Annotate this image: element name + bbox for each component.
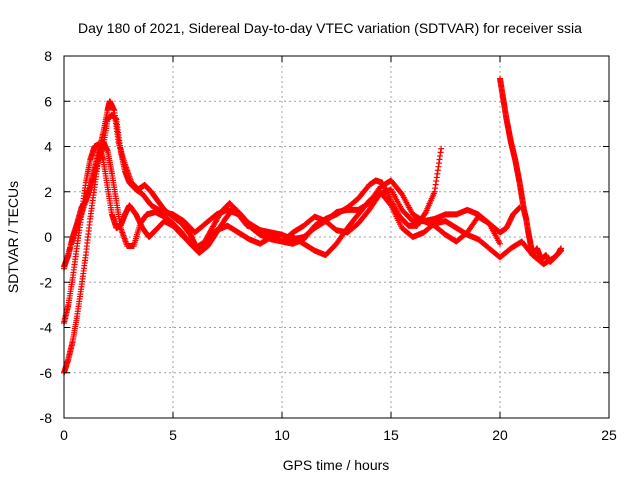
x-tick-label: 15 [383, 427, 399, 443]
y-tick-label: 0 [44, 229, 52, 245]
axis-ticks: 0 5 10 15 20 25 -8 -6 -4 -2 0 2 4 6 8 [40, 48, 617, 443]
y-tick-label: -2 [40, 274, 53, 290]
data-point [558, 245, 565, 252]
chart-title: Day 180 of 2021, Sidereal Day-to-day VTE… [78, 20, 582, 36]
x-tick-label: 0 [60, 427, 68, 443]
data-points [61, 75, 565, 376]
grid-lines [64, 56, 609, 418]
y-tick-label: -8 [40, 410, 53, 426]
series-track-b [61, 138, 565, 376]
x-tick-label: 20 [492, 427, 508, 443]
x-tick-label: 5 [169, 427, 177, 443]
data-point [438, 145, 445, 152]
x-axis-label: GPS time / hours [283, 457, 390, 473]
data-point [516, 204, 523, 211]
series-track-d [497, 75, 565, 265]
y-tick-label: 6 [44, 93, 52, 109]
y-tick-label: 4 [44, 139, 52, 155]
y-tick-label: -6 [40, 365, 53, 381]
data-point [497, 240, 503, 247]
x-tick-label: 10 [274, 427, 290, 443]
x-tick-label: 25 [601, 427, 617, 443]
y-tick-label: 2 [44, 184, 52, 200]
data-point [387, 201, 394, 208]
y-tick-label: 8 [44, 48, 52, 64]
y-axis-label: SDTVAR / TECUs [5, 181, 21, 293]
series-track-e [61, 111, 523, 272]
y-tick-label: -4 [40, 320, 53, 336]
